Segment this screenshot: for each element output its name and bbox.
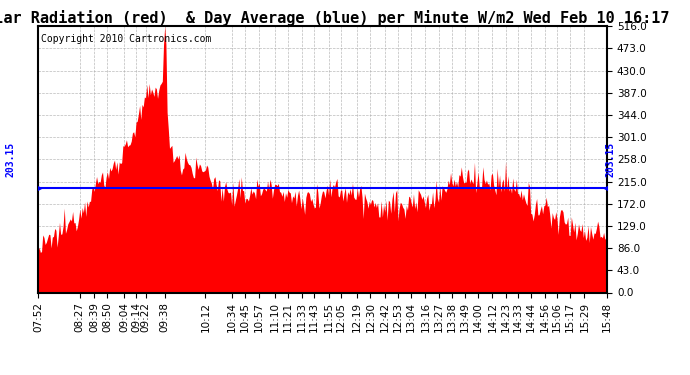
- Text: Copyright 2010 Cartronics.com: Copyright 2010 Cartronics.com: [41, 34, 211, 44]
- Text: 203.15: 203.15: [6, 142, 15, 177]
- Text: 203.15: 203.15: [606, 142, 615, 177]
- Text: Solar Radiation (red)  & Day Average (blue) per Minute W/m2 Wed Feb 10 16:17: Solar Radiation (red) & Day Average (blu…: [0, 10, 669, 26]
